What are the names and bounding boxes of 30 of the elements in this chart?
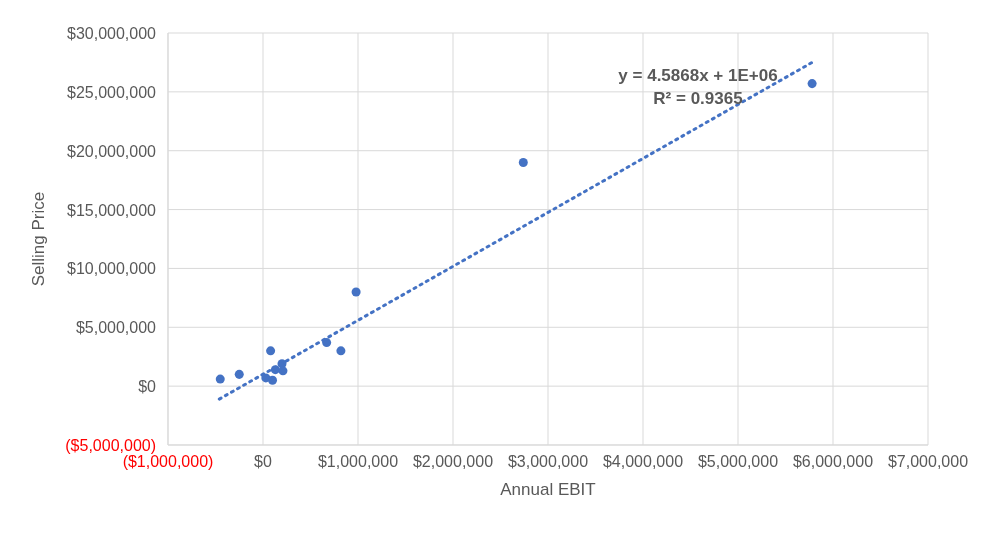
x-tick-label: ($1,000,000): [122, 453, 214, 470]
y-tick-label: $0: [138, 378, 157, 396]
point: [518, 157, 528, 167]
x-tick-label: $3,000,000: [507, 453, 589, 470]
y-axis-title: Selling Price: [29, 191, 49, 287]
x-tick-label: $2,000,000: [412, 453, 494, 470]
point: [266, 346, 276, 356]
point: [351, 287, 361, 297]
x-tick-label: $6,000,000: [792, 453, 874, 470]
point: [807, 79, 817, 89]
y-tick-label: ($5,000,000): [65, 437, 156, 454]
x-tick-label: $5,000,000: [697, 453, 779, 470]
annotation: R² = 0.9365: [652, 88, 744, 110]
x-axis-title: Annual EBIT: [500, 480, 596, 499]
x-tick-label: $0: [254, 453, 272, 470]
point: [215, 374, 225, 384]
point: [336, 346, 346, 356]
y-tick-label: $25,000,000: [67, 83, 157, 101]
y-tick-label: $15,000,000: [67, 201, 157, 219]
point: [278, 366, 288, 376]
y-tick-label: $20,000,000: [67, 142, 157, 160]
x-tick-label: $1,000,000: [317, 453, 399, 470]
point: [267, 375, 278, 385]
x-tick-label: $4,000,000: [602, 453, 684, 470]
annotation: y = 4.5868x + 1E+06: [617, 65, 779, 87]
x-tick-label: $7,000,000: [887, 453, 969, 470]
point: [234, 369, 244, 379]
y-tick-label: $5,000,000: [75, 319, 157, 337]
y-tick-label: $10,000,000: [67, 260, 157, 278]
y-tick-label: $30,000,000: [67, 25, 157, 42]
